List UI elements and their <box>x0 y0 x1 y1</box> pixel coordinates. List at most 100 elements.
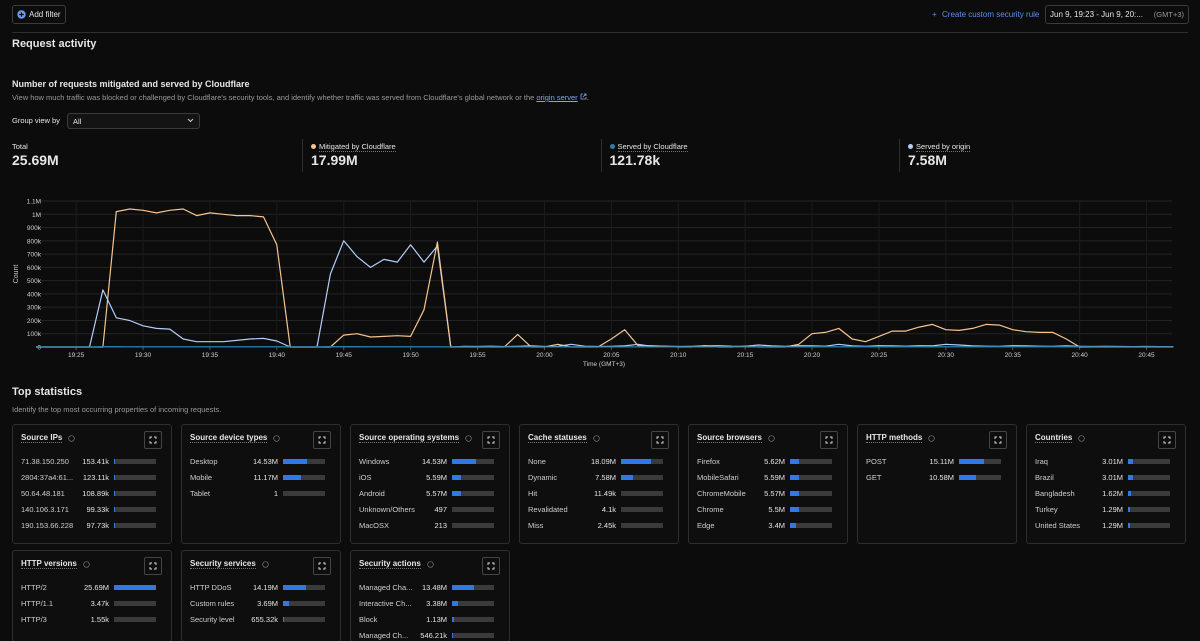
chart-description: View how much traffic was blocked or cha… <box>12 93 589 102</box>
expand-button[interactable] <box>482 557 500 575</box>
bar <box>959 459 984 464</box>
x-tick-label: 20:20 <box>804 352 821 359</box>
row-value: 5.59M <box>764 473 785 482</box>
row-value: 5.62M <box>764 457 785 466</box>
info-icon <box>427 561 434 568</box>
section-title: Request activity <box>12 38 97 50</box>
row-name: Firefox <box>697 457 720 466</box>
bar-track <box>790 507 832 512</box>
row-value: 10.58M <box>928 473 954 482</box>
x-tick-label: 20:15 <box>737 352 754 359</box>
row-name: 50.64.48.181 <box>21 489 65 498</box>
row-value: 213 <box>434 521 447 530</box>
row-name: Security level <box>190 615 235 624</box>
bar-track <box>114 475 156 480</box>
summary-value: 7.58M <box>908 152 947 168</box>
row-value: 13.48M <box>421 583 447 592</box>
row-value: 153.41k <box>82 457 109 466</box>
row-name: Hit <box>528 489 538 498</box>
bar <box>621 459 651 464</box>
origin-server-link[interactable]: origin server <box>536 93 578 102</box>
info-icon <box>83 561 90 568</box>
stat-card: HTTP versions HTTP/2 25.69M HTTP/1.1 3.47k HT… <box>12 550 172 641</box>
row-value: 5.57M <box>426 489 447 498</box>
bar <box>452 617 454 622</box>
bar-track <box>1128 507 1170 512</box>
bar-track <box>959 475 1001 480</box>
expand-button[interactable] <box>820 431 838 449</box>
x-tick-label: 20:35 <box>1005 352 1022 359</box>
summary-divider <box>899 139 900 172</box>
summary-value: 121.78k <box>609 152 661 168</box>
summary-divider <box>600 139 602 172</box>
row-value: 25.69M <box>83 583 109 592</box>
expand-button[interactable] <box>313 431 331 449</box>
expand-button[interactable] <box>1158 431 1176 449</box>
row-name: Managed Ch... <box>359 631 409 640</box>
external-link-icon <box>580 93 587 100</box>
bar-track <box>283 475 325 480</box>
row-value: 5.5M <box>768 505 785 514</box>
stats-description: Identify the top most occurring properti… <box>12 405 222 414</box>
x-tick-label: 19:50 <box>402 352 419 359</box>
bar <box>790 459 800 464</box>
bar <box>452 475 462 480</box>
date-picker[interactable]: Jun 9, 19:23 - Jun 9, 20:... (GMT+3) <box>1045 5 1189 24</box>
summary-value: 25.69M <box>12 152 59 168</box>
group-view-select[interactable]: All <box>67 113 200 129</box>
bar-track <box>452 459 494 464</box>
y-tick-label: 800k <box>27 238 42 245</box>
expand-button[interactable] <box>482 431 500 449</box>
bar <box>621 475 634 480</box>
expand-icon <box>149 436 157 444</box>
add-filter-button[interactable]: Add filter <box>12 5 66 24</box>
total-label: Total <box>12 142 28 151</box>
legend-dot <box>609 144 615 149</box>
expand-icon <box>318 562 326 570</box>
row-value: 123.11k <box>82 473 109 482</box>
expand-icon <box>318 436 326 444</box>
date-range: Jun 9, 19:23 - Jun 9, 20:... <box>1050 10 1143 19</box>
bar-track <box>1128 459 1170 464</box>
row-name: Iraq <box>1035 457 1048 466</box>
expand-button[interactable] <box>144 431 162 449</box>
row-name: Desktop <box>190 457 218 466</box>
expand-button[interactable] <box>313 557 331 575</box>
chart: Count 0 100k 200k 300k 400k 500k 600k 700k 800k 90… <box>13 199 1174 368</box>
bar-track <box>283 617 325 622</box>
bar-track <box>114 601 156 606</box>
row-value: 97.73k <box>86 521 109 530</box>
bar-track <box>621 459 663 464</box>
row-value: 3.01M <box>1102 473 1123 482</box>
card-title: Security actions <box>359 559 421 569</box>
row-name: Turkey <box>1035 505 1058 514</box>
bar-track <box>452 475 494 480</box>
row-value: 5.59M <box>426 473 447 482</box>
bar-track <box>1128 491 1170 496</box>
bar-track <box>790 459 832 464</box>
bar-track <box>621 491 663 496</box>
stat-card: Security services HTTP DDoS 14.19M Custom r… <box>181 550 341 641</box>
expand-button[interactable] <box>144 557 162 575</box>
row-name: 190.153.66.228 <box>21 521 74 530</box>
create-rule-link[interactable]: Create custom security rule <box>942 10 1040 19</box>
row-name: MobileSafari <box>697 473 739 482</box>
row-name: Dynamic <box>528 473 558 482</box>
bar-track <box>790 523 832 528</box>
bar-track <box>1128 475 1170 480</box>
bar-track <box>114 459 156 464</box>
row-value: 14.53M <box>252 457 278 466</box>
row-name: Mobile <box>190 473 213 482</box>
stat-card: Source operating systems Windows 14.53M iOS… <box>350 424 510 544</box>
bar <box>452 491 462 496</box>
card-title: Source operating systems <box>359 433 460 443</box>
expand-button[interactable] <box>651 431 669 449</box>
y-axis-label: Count <box>13 265 20 284</box>
bar-track <box>452 491 494 496</box>
row-name: Block <box>359 615 378 624</box>
row-value: 1.55k <box>90 615 109 624</box>
row-value: 3.01M <box>1102 457 1123 466</box>
expand-button[interactable] <box>989 431 1007 449</box>
x-axis-label: Time (GMT+3) <box>583 361 625 368</box>
